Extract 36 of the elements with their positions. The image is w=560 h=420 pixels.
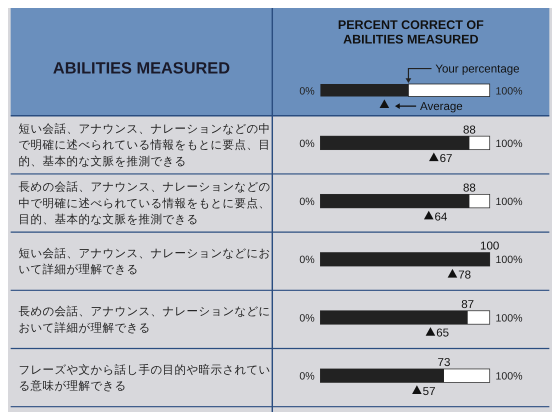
- text: 100%: [495, 86, 523, 98]
- y-tick-label: 長めの会話、アナウンス、ナレーションなどにおいて詳細が理解できる: [18, 305, 270, 334]
- data-label: 64: [434, 211, 448, 224]
- data-label: 73: [438, 357, 450, 370]
- point: [426, 327, 436, 336]
- text: 100%: [495, 254, 523, 266]
- legend-label: Average: [420, 100, 463, 113]
- point: [424, 210, 434, 220]
- text: 100%: [495, 196, 523, 208]
- legend-label: Your percentage: [435, 63, 520, 76]
- y-axis-title: ABILITIES MEASURED: [52, 59, 230, 78]
- text: 100%: [495, 370, 523, 383]
- text: 0%: [299, 370, 315, 383]
- data-label: 88: [462, 182, 476, 194]
- data-label: 88: [462, 124, 476, 136]
- point: [412, 385, 422, 394]
- y-tick-label: 短い会話、アナウンス、ナレーションなどの中で明確に述べられている情報をもとに要点、目的、基本的な文脈を推測できる: [18, 122, 270, 168]
- data-label: 57: [422, 386, 436, 398]
- text: 0%: [299, 254, 315, 266]
- data-label: 78: [458, 270, 472, 282]
- text: 0%: [299, 312, 315, 324]
- chart-title: PERCENT CORRECT OF ABILITIES MEASURED: [338, 18, 484, 47]
- point: [448, 268, 458, 278]
- text: 100%: [495, 138, 524, 150]
- y-tick-label: フレーズや文から話し手の目的や暗示されている意味が理解できる: [18, 362, 270, 393]
- data-label: 65: [436, 328, 450, 340]
- data-label: 67: [440, 153, 452, 166]
- y-tick-label: 短い会話、アナウンス、ナレーションなどにおいて詳細が理解できる: [18, 246, 270, 276]
- point: [429, 152, 439, 162]
- text: 0%: [299, 86, 315, 98]
- text: 100%: [495, 312, 523, 324]
- data-label: 87: [461, 298, 474, 311]
- data-label: 100: [480, 240, 500, 253]
- y-tick-label: 長めの会話、アナウンス、ナレーションなどの中で明確に述べられている情報をもとに要点、目的、基本的な文脈を推測できる: [18, 180, 270, 226]
- text: 0%: [299, 196, 315, 208]
- text: 0%: [299, 138, 316, 150]
